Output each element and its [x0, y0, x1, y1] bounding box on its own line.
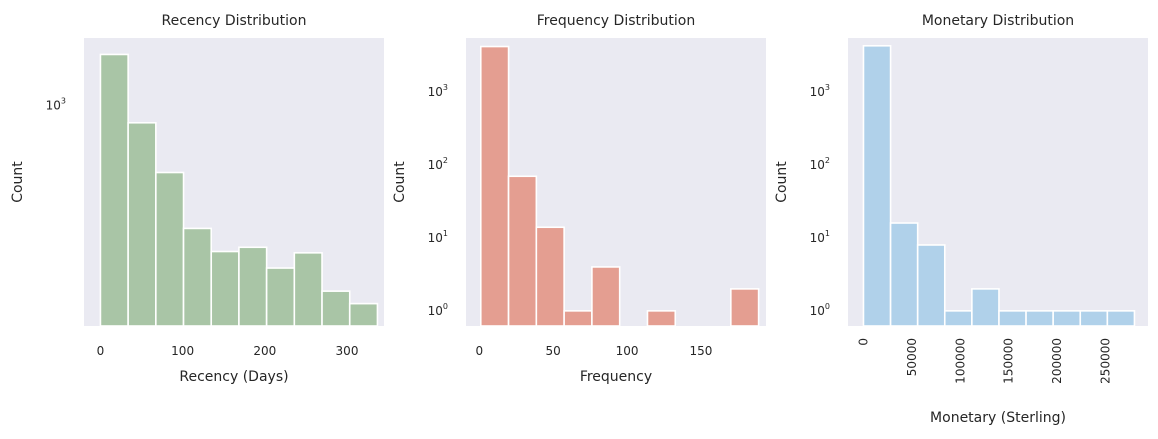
histogram-bar — [646, 310, 677, 327]
histogram-bar — [730, 288, 760, 327]
chart-title: Frequency Distribution — [537, 13, 695, 29]
y-axis-label: Count — [10, 161, 26, 203]
y-tick-label: 102 — [428, 156, 448, 172]
histogram-bar — [916, 244, 946, 327]
x-tick-label: 0 — [475, 344, 483, 358]
x-tick-label: 100 — [616, 344, 639, 358]
chart-title: Recency Distribution — [161, 13, 306, 29]
y-tick-exponent: 2 — [443, 156, 448, 165]
histogram-bar — [99, 53, 129, 327]
x-tick-label: 150000 — [1002, 338, 1016, 384]
x-axis-label: Frequency — [580, 369, 652, 385]
x-tick-label: 100000 — [953, 338, 967, 384]
histogram-bar — [182, 227, 213, 327]
y-tick-exponent: 0 — [825, 302, 830, 311]
histogram-bar — [127, 121, 157, 327]
histogram-bar — [321, 290, 351, 327]
x-tick-label: 50 — [546, 344, 561, 358]
histogram-bar — [1025, 310, 1054, 327]
y-tick-base: 10 — [810, 158, 825, 172]
x-tick-label: 0 — [97, 344, 105, 358]
histogram-bar — [1079, 310, 1109, 327]
histogram-bar — [479, 45, 510, 327]
y-tick-base: 10 — [46, 99, 61, 113]
x-axis-label: Recency (Days) — [179, 369, 288, 385]
y-tick-base: 10 — [428, 85, 443, 99]
x-axis-label: Monetary (Sterling) — [930, 410, 1066, 426]
chart-panel-3: Monetary Distribution 0 50000 100000 150000 2… — [774, 13, 1148, 426]
x-tick-label: 200 — [253, 344, 276, 358]
y-tick-label: 103 — [428, 83, 448, 99]
y-tick-label: 102 — [810, 156, 830, 172]
histogram-bar — [971, 288, 1000, 327]
y-tick-label: 103 — [46, 97, 66, 113]
y-tick-label: 101 — [810, 229, 830, 245]
y-tick-base: 10 — [810, 85, 825, 99]
x-tick-label: 300 — [336, 344, 359, 358]
histogram-bar — [1106, 310, 1136, 327]
histogram-bar — [591, 266, 621, 327]
histogram-bar — [998, 310, 1027, 327]
y-tick-exponent: 2 — [825, 156, 830, 165]
histogram-bar — [293, 252, 323, 327]
y-tick-exponent: 1 — [443, 229, 448, 238]
histogram-bar — [210, 250, 240, 327]
chart-title: Monetary Distribution — [922, 13, 1074, 29]
histogram-bar — [862, 44, 892, 327]
x-tick-label: 0 — [856, 338, 870, 346]
y-tick-label: 101 — [428, 229, 448, 245]
histogram-bar — [1052, 310, 1082, 327]
y-tick-base: 10 — [810, 231, 825, 245]
x-tick-label: 200000 — [1050, 338, 1064, 384]
y-tick-base: 10 — [810, 304, 825, 318]
y-axis-label: Count — [392, 161, 408, 203]
y-tick-label: 103 — [810, 83, 830, 99]
y-tick-base: 10 — [428, 304, 443, 318]
x-tick-label: 50000 — [905, 338, 919, 376]
histogram-bar — [507, 175, 538, 327]
x-tick-label: 100 — [171, 344, 194, 358]
histogram-bar — [889, 222, 919, 327]
histogram-bar — [563, 310, 593, 327]
histogram-bar — [265, 267, 296, 327]
histogram-bar — [348, 302, 379, 327]
y-tick-exponent: 3 — [825, 83, 830, 92]
histogram-bar — [535, 226, 565, 327]
y-tick-exponent: 0 — [443, 302, 448, 311]
chart-panel-1: Recency Distribution 0 100 200 300 103 Recency… — [10, 13, 384, 385]
y-tick-base: 10 — [428, 158, 443, 172]
y-tick-exponent: 3 — [61, 97, 66, 106]
x-tick-label: 250000 — [1098, 338, 1112, 384]
y-tick-label: 100 — [810, 302, 830, 318]
y-tick-exponent: 1 — [825, 229, 830, 238]
y-axis-label: Count — [774, 161, 790, 203]
y-tick-exponent: 3 — [443, 83, 448, 92]
y-tick-base: 10 — [428, 231, 443, 245]
y-tick-label: 100 — [428, 302, 448, 318]
histogram-bar — [943, 310, 973, 327]
histogram-bar — [155, 171, 185, 327]
x-tick-label: 150 — [690, 344, 713, 358]
histogram-bar — [238, 246, 268, 327]
